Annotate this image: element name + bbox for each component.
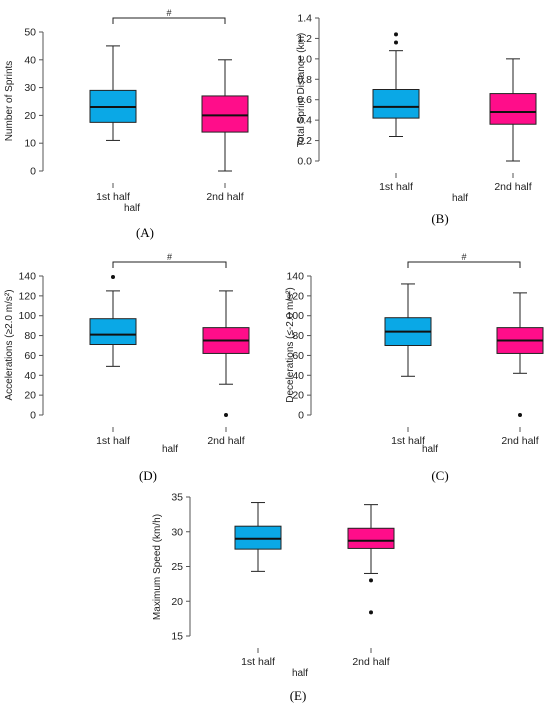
y-axis-label: Number of Sprints	[4, 61, 15, 142]
x-tick-label: 1st half	[241, 656, 275, 668]
x-axis-label: half	[162, 444, 178, 455]
y-tick-label: 0	[298, 410, 304, 422]
y-tick-label: 25	[171, 561, 183, 573]
significance-marker: #	[167, 252, 172, 262]
y-tick-label: 20	[292, 390, 304, 402]
box-second-half	[201, 59, 249, 172]
x-axis-label: half	[292, 668, 308, 679]
y-tick-label: 1.4	[297, 13, 312, 25]
box-second-half	[347, 504, 395, 615]
box-iqr	[489, 93, 537, 125]
significance-marker: #	[166, 8, 171, 18]
x-tick-label: 1st half	[379, 181, 413, 193]
panel-label: (C)	[431, 468, 448, 483]
outlier-point	[518, 413, 522, 417]
y-axis-label: Total Sprint Distance (km)	[296, 33, 307, 147]
chart-panel-1: 0 10 20 30 40 50 Number of Sprints 1st half 2nd …	[4, 8, 249, 240]
y-tick-label: 140	[18, 271, 36, 283]
box-iqr	[234, 525, 282, 550]
chart-panel-5: 15 20 25 30 35 Maximum Speed (km/h) 1st half 2n…	[152, 492, 395, 703]
y-tick-label: 0	[30, 410, 36, 422]
y-tick-label: 80	[24, 330, 36, 342]
y-axis-label: Decelerations (≤-2.0 m/s²)	[285, 287, 296, 403]
y-tick-label: 0	[30, 166, 36, 178]
y-tick-label: 60	[292, 350, 304, 362]
box-iqr	[201, 95, 249, 133]
y-tick-label: 20	[24, 110, 36, 122]
y-tick-label: 15	[171, 631, 183, 643]
y-tick-label: 0.6	[297, 94, 312, 106]
x-axis-label: half	[124, 203, 140, 214]
y-tick-label: 120	[18, 290, 36, 302]
y-tick-label: 30	[171, 526, 183, 538]
x-tick-label: 1st half	[96, 435, 130, 447]
outlier-point	[394, 32, 398, 37]
y-tick-label: 80	[292, 330, 304, 342]
y-tick-label: 1.2	[297, 33, 312, 45]
outlier-point	[224, 413, 228, 417]
y-tick-label: 100	[18, 310, 36, 322]
significance-bracket	[112, 17, 226, 24]
y-tick-label: 10	[24, 138, 36, 150]
significance-bracket	[112, 261, 227, 268]
y-tick-label: 30	[24, 82, 36, 94]
y-tick-label: 40	[24, 370, 36, 382]
x-tick-label: 2nd half	[501, 435, 538, 447]
x-tick-label: 2nd half	[207, 435, 244, 447]
x-tick-label: 2nd half	[494, 181, 531, 193]
x-axis-label: half	[422, 444, 438, 455]
y-tick-label: 100	[286, 310, 304, 322]
box-iqr	[89, 318, 137, 346]
box-first-half	[89, 274, 137, 367]
box-second-half	[489, 58, 537, 162]
y-tick-label: 1.0	[297, 53, 312, 65]
y-tick-label: 0.2	[297, 135, 312, 147]
outlier-point	[111, 274, 115, 279]
outlier-point	[369, 610, 373, 615]
y-axis-label: Accelerations (≥2.0 m/s²)	[4, 289, 15, 400]
x-tick-label: 1st half	[96, 191, 130, 203]
x-axis-label: half	[452, 193, 468, 204]
y-tick-label: 35	[171, 492, 183, 504]
significance-marker: #	[461, 252, 466, 262]
panel-label: (D)	[139, 468, 157, 483]
y-tick-label: 0.8	[297, 74, 312, 86]
y-tick-label: 20	[24, 390, 36, 402]
y-tick-label: 0.0	[297, 156, 312, 168]
significance-bracket	[407, 261, 521, 268]
box-second-half	[496, 292, 544, 417]
panel-label: (B)	[431, 211, 448, 226]
chart-panel-4: 0 20 40 60 80 100 120 140 Decelerations (≤-2.0 m…	[285, 252, 544, 483]
x-tick-label: 2nd half	[206, 191, 243, 203]
outlier-point	[369, 578, 373, 583]
y-tick-label: 60	[24, 350, 36, 362]
y-tick-label: 50	[24, 27, 36, 39]
y-tick-label: 40	[24, 54, 36, 66]
x-tick-label: 2nd half	[352, 656, 389, 668]
chart-panel-2: 0.0 0.2 0.4 0.6 0.8 1.0 1.2 1.4 Total Sprint Dis…	[296, 13, 537, 226]
y-tick-label: 40	[292, 370, 304, 382]
x-tick-label: 1st half	[391, 435, 425, 447]
outlier-point	[394, 40, 398, 45]
y-tick-label: 140	[286, 271, 304, 283]
box-iqr	[347, 527, 395, 549]
box-first-half	[384, 283, 432, 377]
y-tick-label: 0.4	[297, 115, 312, 127]
box-first-half	[89, 45, 137, 141]
panel-label: (E)	[290, 688, 307, 703]
y-tick-label: 20	[171, 596, 183, 608]
box-iqr	[372, 89, 420, 119]
panel-label: (A)	[136, 225, 154, 240]
box-second-half	[202, 290, 250, 417]
box-first-half	[234, 502, 282, 572]
box-first-half	[372, 32, 420, 137]
y-tick-label: 120	[286, 290, 304, 302]
y-axis-label: Maximum Speed (km/h)	[152, 514, 163, 620]
